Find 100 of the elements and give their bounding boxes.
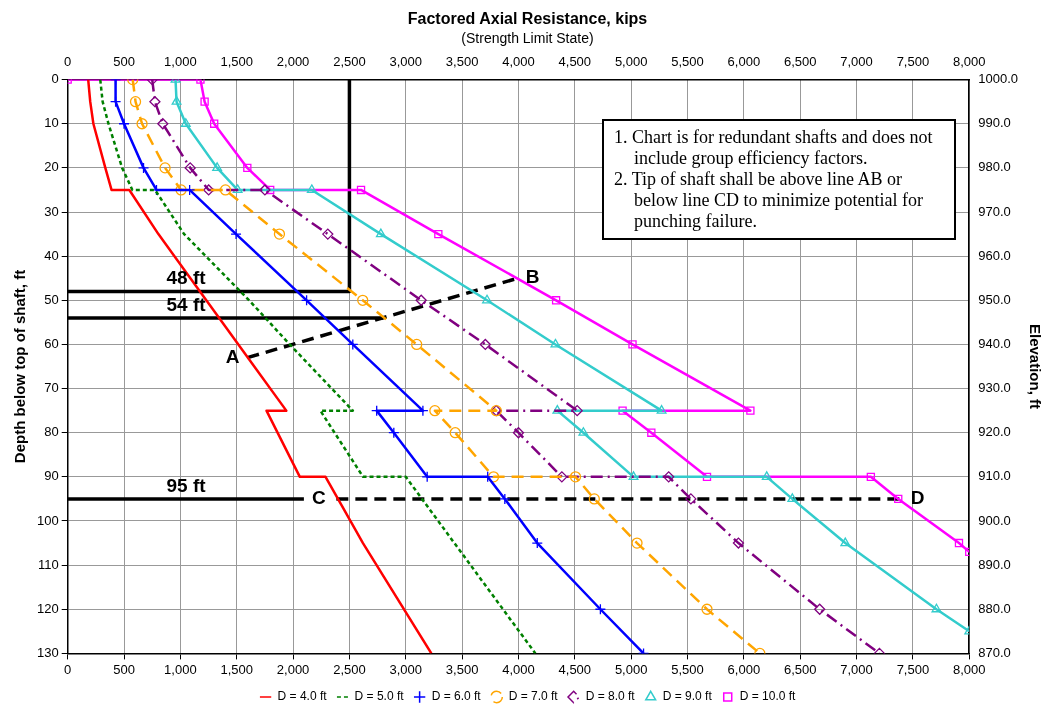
y-tick-label: 90 bbox=[44, 468, 59, 484]
y-tick-label: 60 bbox=[44, 336, 59, 352]
x2-tick-label: 500 bbox=[113, 661, 135, 677]
chart-subtitle: (Strength Limit State) bbox=[461, 30, 594, 47]
y2-tick-label: 930.0 bbox=[978, 380, 1011, 396]
point bbox=[814, 603, 826, 615]
y-tick-label: 20 bbox=[44, 159, 59, 175]
x2-tick-label: 7,500 bbox=[896, 661, 930, 677]
point bbox=[685, 493, 697, 505]
legend-label: D = 7.0 ft bbox=[508, 689, 559, 704]
point bbox=[357, 294, 369, 306]
point bbox=[449, 427, 461, 439]
point bbox=[159, 162, 171, 174]
y2-tick-label: 870.0 bbox=[978, 644, 1011, 660]
x2-tick-label: 1,500 bbox=[220, 661, 253, 677]
point bbox=[628, 340, 637, 349]
point bbox=[180, 118, 191, 127]
y-tick-label: 100 bbox=[36, 512, 59, 528]
x-tick-label: 0 bbox=[64, 54, 72, 70]
point bbox=[656, 404, 667, 414]
point bbox=[203, 184, 215, 196]
x2-tick-label: 4,500 bbox=[558, 661, 592, 677]
x-tick-label: 6,500 bbox=[783, 54, 817, 70]
x2-tick-label: 2,000 bbox=[276, 661, 310, 677]
point bbox=[429, 404, 441, 417]
point bbox=[129, 96, 142, 108]
point bbox=[266, 185, 275, 195]
x2-tick-label: 8,000 bbox=[952, 661, 986, 677]
y2-tick-label: 910.0 bbox=[978, 468, 1011, 484]
x-tick-label: 2,000 bbox=[276, 54, 310, 70]
x2-tick-label: 1,000 bbox=[164, 661, 197, 677]
point bbox=[149, 96, 161, 108]
point bbox=[210, 119, 219, 128]
legend-label: D = 6.0 ft bbox=[431, 689, 482, 704]
point bbox=[701, 603, 713, 615]
point bbox=[184, 162, 196, 174]
point bbox=[243, 163, 252, 173]
point bbox=[840, 537, 851, 547]
point bbox=[732, 537, 745, 549]
point bbox=[556, 471, 568, 483]
x2-tick-label: 5,500 bbox=[671, 661, 704, 677]
y-tick-label: 10 bbox=[44, 115, 59, 131]
legend-label: D = 8.0 ft bbox=[585, 689, 636, 704]
point bbox=[588, 493, 600, 505]
point bbox=[347, 338, 359, 351]
point bbox=[512, 427, 525, 439]
x2-tick-label: 4,000 bbox=[502, 661, 535, 677]
annotation: D bbox=[910, 487, 925, 509]
x-tick-label: 6,000 bbox=[727, 54, 761, 70]
legend-label: D = 5.0 ft bbox=[354, 689, 405, 704]
annotation: B bbox=[525, 266, 540, 288]
x2-tick-label: 2,500 bbox=[333, 661, 366, 677]
point bbox=[230, 228, 242, 240]
y2-axis-title: Elevation, ft bbox=[1026, 323, 1044, 410]
point bbox=[118, 118, 130, 130]
point bbox=[388, 427, 400, 439]
y-tick-label: 40 bbox=[44, 247, 59, 263]
y2-tick-label: 920.0 bbox=[978, 424, 1011, 440]
y-tick-label: 70 bbox=[44, 380, 59, 396]
annotation: 2. Tip of shaft shall be above line AB or below line CD to minimize potential for punching failure. bbox=[614, 169, 924, 232]
point bbox=[219, 184, 232, 196]
point bbox=[175, 184, 187, 196]
point bbox=[954, 538, 964, 548]
point bbox=[571, 404, 583, 417]
chart-title: Factored Axial Resistance, kips bbox=[407, 10, 648, 28]
point bbox=[628, 471, 639, 480]
point bbox=[787, 493, 798, 503]
point bbox=[212, 162, 223, 172]
legend-label: D = 10.0 ft bbox=[739, 689, 797, 704]
y2-tick-label: 970.0 bbox=[978, 203, 1011, 219]
x2-tick-label: 0 bbox=[64, 661, 72, 677]
x-tick-label: 3,000 bbox=[389, 54, 423, 70]
y2-tick-label: 990.0 bbox=[978, 115, 1011, 131]
point bbox=[552, 404, 563, 414]
y-tick-label: 50 bbox=[44, 291, 59, 307]
x2-tick-label: 6,000 bbox=[727, 661, 761, 677]
legend-label: D = 9.0 ft bbox=[662, 689, 713, 704]
point bbox=[894, 494, 903, 504]
y2-tick-label: 950.0 bbox=[978, 291, 1011, 307]
x2-tick-label: 3,500 bbox=[445, 661, 479, 677]
point bbox=[482, 294, 492, 304]
x2-tick-label: 6,500 bbox=[783, 661, 817, 677]
y2-tick-label: 940.0 bbox=[978, 336, 1011, 352]
point bbox=[569, 471, 582, 483]
x-tick-label: 8,000 bbox=[952, 54, 986, 70]
point bbox=[273, 228, 286, 240]
legend-label: D = 4.0 ft bbox=[277, 689, 328, 704]
point bbox=[550, 338, 561, 348]
x-tick-label: 1,500 bbox=[220, 54, 253, 70]
y-tick-label: 130 bbox=[36, 644, 59, 660]
point bbox=[136, 118, 148, 130]
point bbox=[300, 294, 313, 306]
point bbox=[306, 184, 317, 194]
point bbox=[137, 162, 150, 174]
point bbox=[171, 96, 182, 105]
point bbox=[663, 471, 675, 483]
point bbox=[594, 603, 607, 615]
point bbox=[109, 96, 122, 108]
x-tick-label: 7,000 bbox=[840, 54, 873, 70]
x-tick-label: 5,000 bbox=[614, 54, 648, 70]
